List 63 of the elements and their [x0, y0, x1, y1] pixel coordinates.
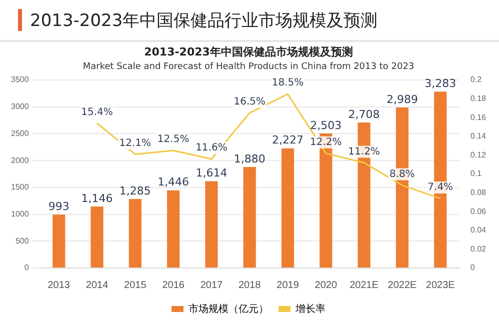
data-label: 16.5%	[234, 96, 266, 108]
data-label: 11.2%	[348, 146, 380, 158]
y2-tick-label: 0.18	[470, 94, 487, 104]
y2-tick-label: 0.06	[470, 206, 487, 216]
x-tick-label: 2023E	[426, 280, 456, 291]
y2-tick-label: 0.1	[470, 169, 482, 178]
y2-tick-label: 0.02	[470, 244, 487, 254]
data-label: 12.5%	[157, 134, 190, 146]
y2-tick-label: 0.08	[470, 188, 487, 198]
data-label: 1,146	[81, 192, 113, 205]
bar	[167, 190, 180, 268]
y-tick-label: 500	[15, 236, 30, 246]
y-tick-label: 2500	[11, 128, 30, 138]
x-tick-label: 2018	[238, 280, 262, 291]
data-label: 11.6%	[196, 142, 228, 154]
data-label: 1,614	[196, 166, 228, 180]
data-label: 8.8%	[390, 168, 415, 180]
chart-title: 2013-2023年中国保健品行业市场规模及预测	[30, 10, 378, 32]
data-label: 7.4%	[428, 182, 454, 194]
data-label: 12.1%	[119, 138, 152, 149]
y2-tick-label: 0.12	[470, 150, 487, 160]
data-label: 993	[48, 200, 70, 214]
y2-tick-label: 0	[470, 263, 476, 272]
y2-tick-label: 0.2	[470, 75, 482, 84]
data-label: 2,708	[348, 108, 380, 121]
bar	[281, 148, 294, 268]
bar	[205, 181, 218, 268]
data-label: 18.5%	[272, 78, 304, 89]
bar	[128, 198, 142, 268]
bar	[243, 167, 256, 268]
y-tick-label: 1000	[11, 209, 30, 218]
x-tick-label: 2013	[48, 280, 70, 291]
y2-tick-label: 0.04	[470, 226, 487, 235]
y-tick-label: 3000	[11, 102, 30, 112]
legend-label: 市场规模（亿元）	[188, 302, 268, 315]
data-label: 1,880	[234, 152, 266, 166]
y-tick-label: 3500	[11, 75, 30, 84]
y-tick-label: 2000	[11, 156, 30, 165]
data-label: 15.4%	[81, 106, 113, 118]
data-label: 1,446	[158, 176, 190, 189]
data-label: 2,227	[272, 134, 304, 147]
x-tick-label: 2021E	[350, 280, 379, 291]
bar	[90, 206, 104, 268]
y2-tick-label: 0.16	[470, 112, 487, 122]
data-label: 2,989	[386, 92, 418, 106]
y-tick-label: 1500	[11, 182, 30, 192]
x-tick-label: 2015	[124, 280, 147, 291]
data-label: 12.2%	[310, 136, 342, 148]
x-tick-label: 2020	[314, 280, 338, 291]
bar	[52, 214, 66, 268]
x-tick-label: 2016	[162, 280, 185, 291]
data-label: 1,285	[119, 184, 151, 198]
legend-label: 增长率	[294, 302, 326, 315]
x-tick-label: 2022E	[388, 280, 417, 291]
y-tick-label: 0	[24, 263, 30, 272]
chart-subtitle: 2013-2023年中国保健品市场规模及预测	[144, 45, 353, 58]
x-tick-label: 2017	[200, 280, 224, 291]
data-label: 2,503	[310, 118, 342, 132]
data-label: 3,283	[424, 77, 456, 90]
x-tick-label: 2019	[276, 280, 300, 291]
text: Market Scale and Forecast of Health Products in China from 2013 to 2023	[82, 62, 414, 72]
y2-tick-label: 0.14	[470, 132, 487, 141]
x-tick-label: 2014	[86, 280, 109, 291]
